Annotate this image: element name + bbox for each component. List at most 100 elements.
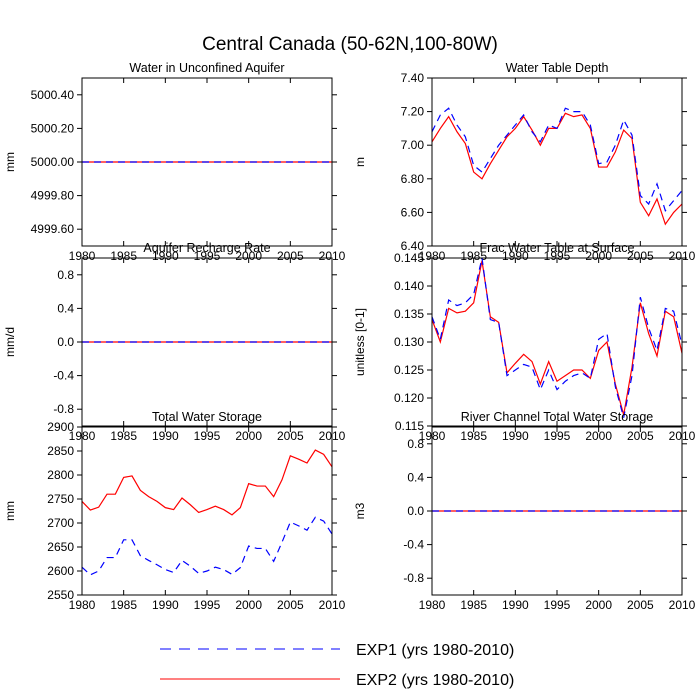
x-tick-label: 1990 [502,429,529,443]
x-tick-label: 2010 [319,598,346,612]
y-tick-label: 7.40 [401,71,425,85]
x-tick-label: 1995 [544,598,571,612]
y-axis-title: mm [3,152,17,172]
x-tick-label: 1995 [544,249,571,263]
x-tick-label: 1995 [194,429,221,443]
x-tick-label: 2005 [277,429,304,443]
y-tick-label: 0.125 [394,363,424,377]
x-tick-label: 2005 [277,598,304,612]
plot-frame [81,257,333,427]
x-tick-label: 2000 [585,249,612,263]
x-tick-label: 1995 [194,249,221,263]
y-tick-label: 2600 [47,564,74,578]
y-tick-label: 0.4 [57,301,74,315]
x-tick-label: 1985 [110,429,137,443]
legend-label: EXP2 (yrs 1980-2010) [356,672,514,689]
y-tick-label: 0.120 [394,391,424,405]
plot-frame [81,77,333,247]
y-tick-label: 0.135 [394,307,424,321]
x-tick-label: 1980 [69,598,96,612]
y-tick-label: 2650 [47,540,74,554]
series-line [431,257,683,418]
panel-title: Frac Water Table at Surface [480,241,635,255]
chart-panel: Aquifer Recharge Rate mm/d 1980 1985 1990 199… [3,241,346,443]
y-tick-label: 4999.60 [31,222,75,236]
chart-panel: Frac Water Table at Surface unitless [0-1… [353,241,696,443]
y-tick-label: 2900 [47,420,74,434]
series-line [81,516,333,576]
y-tick-label: 5000.20 [31,121,75,135]
x-tick-label: 1995 [194,598,221,612]
y-tick-label: 2700 [47,516,74,530]
y-tick-label: 7.00 [401,138,425,152]
y-tick-label: -0.4 [53,369,74,383]
y-tick-label: 6.40 [401,239,425,253]
chart-panel: Water in Unconfined Aquifer mm 1980 1985 199… [3,61,346,263]
x-tick-label: 2005 [627,598,654,612]
chart-panel: Water Table Depth m 1980 1985 1990 1995 2000 20… [353,61,696,263]
chart-panel: River Channel Total Water Storage m3 1980 1… [353,410,696,612]
x-tick-label: 1990 [152,249,179,263]
x-tick-label: 1995 [544,429,571,443]
series-line [431,260,683,415]
x-tick-label: 1985 [110,249,137,263]
x-tick-label: 1985 [110,598,137,612]
x-tick-label: 1980 [419,598,446,612]
y-axis-title: unitless [0-1] [353,308,367,376]
x-tick-label: 2000 [235,429,262,443]
x-tick-label: 2010 [669,598,696,612]
x-tick-label: 1980 [419,249,446,263]
y-tick-label: 0.130 [394,335,424,349]
y-axis-title: mm/d [3,327,17,357]
y-tick-label: -0.8 [53,402,74,416]
x-tick-label: 1985 [460,598,487,612]
series-line [431,107,683,212]
y-tick-label: 2800 [47,468,74,482]
panel-title: Total Water Storage [152,410,262,424]
x-tick-label: 1985 [460,429,487,443]
x-tick-label: 2010 [319,249,346,263]
x-tick-label: 1990 [152,598,179,612]
y-tick-label: 5000.40 [31,88,75,102]
plot-frame [431,77,683,247]
x-tick-label: 2000 [585,429,612,443]
panel-title: Aquifer Recharge Rate [143,241,270,255]
y-axis-title: m3 [353,502,367,519]
legend-label: EXP1 (yrs 1980-2010) [356,642,514,659]
panel-title: River Channel Total Water Storage [461,410,654,424]
legend: EXP1 (yrs 1980-2010) EXP2 (yrs 1980-2010) [160,642,514,689]
figure-title: Central Canada (50-62N,100-80W) [202,34,498,55]
x-tick-label: 1980 [69,249,96,263]
y-tick-label: 0.145 [394,251,424,265]
y-tick-label: 0.4 [407,470,424,484]
y-tick-label: 5000.00 [31,155,75,169]
x-tick-label: 1990 [152,429,179,443]
y-tick-label: 0.0 [57,335,74,349]
y-tick-label: 6.60 [401,205,425,219]
panel-title: Water Table Depth [506,61,609,75]
y-tick-label: -0.4 [403,538,424,552]
series-line [431,112,683,226]
y-tick-label: 0.8 [57,268,74,282]
x-tick-label: 2010 [669,249,696,263]
y-tick-label: 0.115 [395,419,424,433]
y-tick-label: 2850 [47,444,74,458]
y-tick-label: 2750 [47,492,74,506]
y-tick-label: 0.0 [407,504,424,518]
y-axis-title: m [353,157,367,167]
x-tick-label: 1985 [460,249,487,263]
y-tick-label: 7.20 [401,105,425,119]
y-tick-label: -0.8 [403,571,424,585]
plot-frame [81,426,333,596]
y-tick-label: 2550 [47,588,74,602]
y-tick-label: 6.80 [401,172,425,186]
panels-container: Water in Unconfined Aquifer mm 1980 1985 199… [3,61,696,612]
x-tick-label: 2000 [235,598,262,612]
x-tick-label: 1990 [502,249,529,263]
x-tick-label: 1990 [502,598,529,612]
y-axis-title: mm [3,501,17,521]
x-tick-label: 2005 [277,249,304,263]
plot-frame [431,426,683,596]
y-tick-label: 0.8 [407,437,424,451]
